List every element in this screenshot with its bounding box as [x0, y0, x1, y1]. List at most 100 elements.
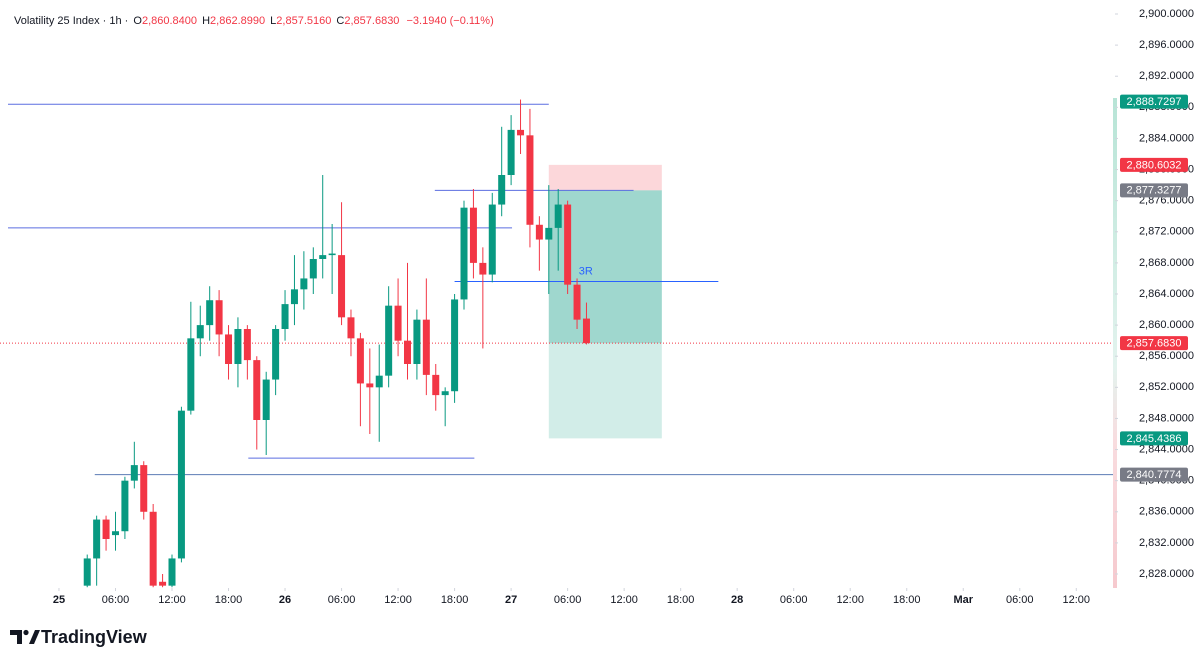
- candle-body: [300, 278, 308, 290]
- candle-body: [309, 259, 317, 279]
- price-badge: [1120, 157, 1188, 172]
- price-badge-label: 2,888.7297: [1126, 96, 1181, 108]
- price-badge-label: 2,857.6830: [1126, 338, 1181, 350]
- candle-body: [102, 519, 110, 539]
- candle-layer: [83, 99, 590, 588]
- candle-body: [140, 465, 148, 512]
- y-tick-label: 2,844.0000: [1139, 443, 1194, 455]
- legend-key: L: [270, 15, 276, 27]
- candle-body: [159, 581, 167, 586]
- candle-body: [422, 319, 430, 375]
- legend-value: 2,857.6830: [344, 15, 399, 27]
- x-tick-label: 12:00: [384, 594, 412, 606]
- y-tick-label: 2,848.0000: [1139, 412, 1194, 424]
- candle-body: [554, 204, 562, 228]
- legend-value: 2,857.5160: [276, 15, 331, 27]
- candle-body: [498, 175, 506, 205]
- y-tick-label: 2,836.0000: [1139, 506, 1194, 518]
- candle-body: [111, 531, 119, 536]
- candle-body: [168, 558, 176, 586]
- legend-change: −3.1940 (−0.11%): [407, 15, 494, 27]
- candle-body: [328, 253, 336, 256]
- candle-body: [225, 334, 233, 364]
- price-badge-label: 2,877.3277: [1126, 185, 1181, 197]
- candle-body: [488, 204, 496, 275]
- candle-body: [517, 129, 525, 136]
- candle-body: [479, 262, 487, 275]
- candle-body: [375, 375, 383, 388]
- candle-body: [187, 338, 195, 411]
- candle-body: [469, 207, 477, 263]
- price-badge: [1120, 431, 1188, 446]
- candle-body: [366, 383, 374, 388]
- candle-body: [196, 325, 204, 339]
- candle-body: [564, 204, 572, 285]
- candle-body: [262, 379, 270, 420]
- brand-name: TradingView: [41, 627, 148, 647]
- x-tick-label: 27: [505, 594, 517, 606]
- y-tick-label: 2,884.0000: [1139, 132, 1194, 144]
- candle-body: [253, 360, 261, 420]
- candle-body: [272, 329, 280, 380]
- candle-body: [432, 374, 440, 396]
- y-tick-label: 2,892.0000: [1139, 70, 1194, 82]
- candle-body: [177, 410, 185, 559]
- axis-layer: 2,828.00002,832.00002,836.00002,840.0000…: [53, 8, 1194, 606]
- x-tick-label: 06:00: [328, 594, 356, 606]
- stop-zone: [548, 164, 662, 191]
- candle-body: [149, 511, 157, 586]
- y-tick-label: 2,900.0000: [1139, 8, 1194, 20]
- legend-key: H: [202, 15, 210, 27]
- y-tick-label: 2,860.0000: [1139, 319, 1194, 331]
- candle-body: [83, 558, 91, 586]
- x-tick-label: 06:00: [554, 594, 582, 606]
- candle-body: [290, 289, 298, 305]
- candle-body: [281, 304, 289, 329]
- position-label: 3R: [579, 265, 593, 277]
- x-tick-label: 18:00: [893, 594, 921, 606]
- candle-body: [130, 465, 138, 481]
- x-tick-label: 25: [53, 594, 65, 606]
- brand-logo: TradingView: [10, 627, 148, 647]
- candle-body: [234, 329, 242, 364]
- y-tick-label: 2,832.0000: [1139, 537, 1194, 549]
- legend-key: C: [336, 15, 344, 27]
- price-badge-label: 2,840.7774: [1126, 469, 1181, 481]
- price-badge: [1120, 467, 1188, 482]
- x-tick-label: 12:00: [610, 594, 638, 606]
- chart-header: Volatility 25 Index · 1h · O2,860.8400 H…: [14, 15, 494, 27]
- legend-value: 2,862.8990: [210, 15, 265, 27]
- legend-key: O: [133, 15, 142, 27]
- candle-body: [413, 319, 421, 364]
- x-tick-label: 26: [279, 594, 291, 606]
- candle-body: [573, 284, 581, 320]
- line-layer: [0, 103, 1115, 476]
- x-tick-label: 12:00: [836, 594, 864, 606]
- x-tick-label: 12:00: [158, 594, 186, 606]
- candle-body: [460, 207, 468, 300]
- price-badge: [1120, 94, 1188, 109]
- price-scale-highlight: [1113, 98, 1117, 588]
- chart-title: Volatility 25 Index · 1h ·: [14, 15, 128, 27]
- y-tick-label: 2,828.0000: [1139, 568, 1194, 580]
- candle-body: [394, 305, 402, 341]
- y-tick-label: 2,864.0000: [1139, 288, 1194, 300]
- x-tick-label: 06:00: [780, 594, 808, 606]
- x-tick-label: 12:00: [1063, 594, 1091, 606]
- x-tick-label: 06:00: [1006, 594, 1034, 606]
- candle-body: [535, 224, 543, 240]
- candle-body: [121, 480, 129, 532]
- candle-body: [215, 300, 223, 335]
- x-tick-label: 06:00: [102, 594, 130, 606]
- candle-body: [403, 340, 411, 364]
- candle-body: [526, 135, 534, 225]
- candle-body: [319, 255, 327, 259]
- candle-body: [243, 329, 251, 361]
- price-badge-label: 2,845.4386: [1126, 433, 1181, 445]
- candle-body: [385, 305, 393, 376]
- y-tick-label: 2,856.0000: [1139, 350, 1194, 362]
- candle-body: [545, 227, 553, 240]
- y-tick-label: 2,852.0000: [1139, 381, 1194, 393]
- candle-body: [507, 129, 515, 175]
